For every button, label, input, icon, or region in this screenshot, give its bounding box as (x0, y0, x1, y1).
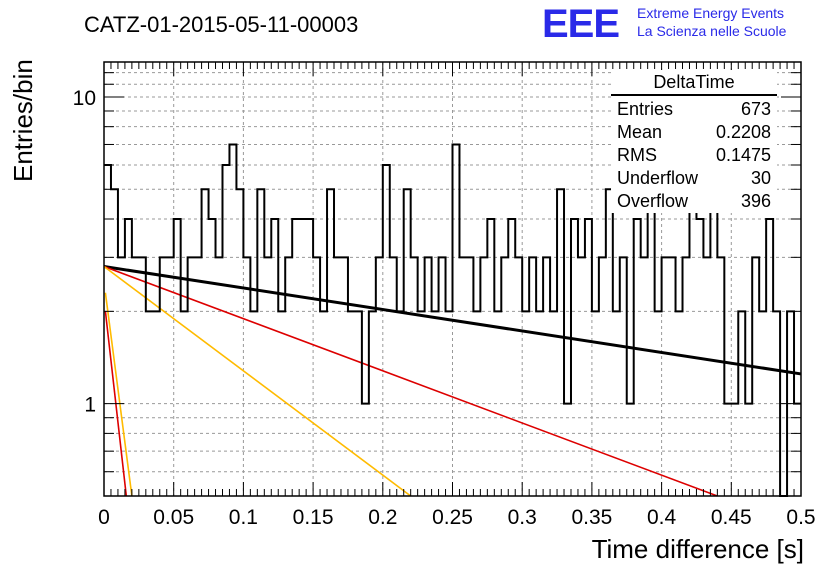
x-tick-label: 0.1 (229, 506, 258, 529)
x-tick-label: 0.5 (786, 506, 815, 529)
histogram-outline (104, 143, 801, 497)
y-tick-label: 10 (73, 87, 96, 110)
stats-value: 0.2208 (715, 122, 771, 142)
x-tick-label: 0 (98, 506, 110, 529)
logo-caption: Extreme Energy Events La Scienza nelle S… (637, 4, 786, 40)
stats-label: Overflow (617, 191, 689, 211)
tick-labels: 0 0.05 0.1 0.15 0.2 0.25 0.3 0.35 0.4 0.45 0.5 1 10 (73, 87, 816, 529)
stats-value: 0.1475 (715, 145, 771, 165)
fit-curve (103, 265, 802, 376)
x-tick-label: 0.3 (508, 506, 537, 529)
stats-value: 396 (740, 191, 771, 211)
x-tick-label: 0.05 (153, 506, 194, 529)
stats-row: RMS 0.1475 (611, 144, 777, 167)
stats-label: RMS (617, 145, 657, 165)
y-tick-label: 1 (84, 394, 96, 417)
logo-line-1: Extreme Energy Events (637, 5, 785, 21)
stats-label: Mean (617, 122, 663, 142)
stats-title: DeltaTime (653, 72, 735, 92)
stats-row: Mean 0.2208 (611, 121, 777, 144)
histogram (104, 143, 801, 497)
stats-divider (611, 94, 777, 96)
x-tick-label: 0.25 (432, 506, 473, 529)
stats-row: Overflow 396 (611, 190, 777, 213)
y-axis-label: Entries/bin (8, 59, 38, 182)
stats-value: 673 (740, 99, 771, 119)
stats-row: Underflow 30 (611, 167, 777, 190)
plot-title: CATZ-01-2015-05-11-00003 (84, 12, 359, 37)
stats-label: Entries (617, 99, 674, 119)
axis-ticks (103, 62, 802, 496)
fit-curve (103, 265, 718, 497)
x-axis-label: Time difference [s] (591, 534, 804, 564)
stats-label: Underflow (617, 168, 699, 188)
x-tick-label: 0.45 (711, 506, 752, 529)
curves (103, 265, 802, 497)
x-tick-label: 0.4 (647, 506, 677, 529)
stats-box: DeltaTime Entries 673 Mean 0.2208 RMS 0.147… (611, 70, 777, 213)
x-tick-label: 0.35 (571, 506, 612, 529)
stats-value: 30 (750, 168, 771, 188)
eee-logo: EEE (542, 2, 620, 46)
x-tick-label: 0.2 (368, 506, 397, 529)
fit-curve (103, 265, 412, 497)
logo-line-2: La Scienza nelle Scuole (637, 23, 787, 39)
fit-curve (104, 292, 133, 497)
stats-row: Entries 673 (611, 98, 777, 121)
x-tick-label: 0.15 (293, 506, 334, 529)
